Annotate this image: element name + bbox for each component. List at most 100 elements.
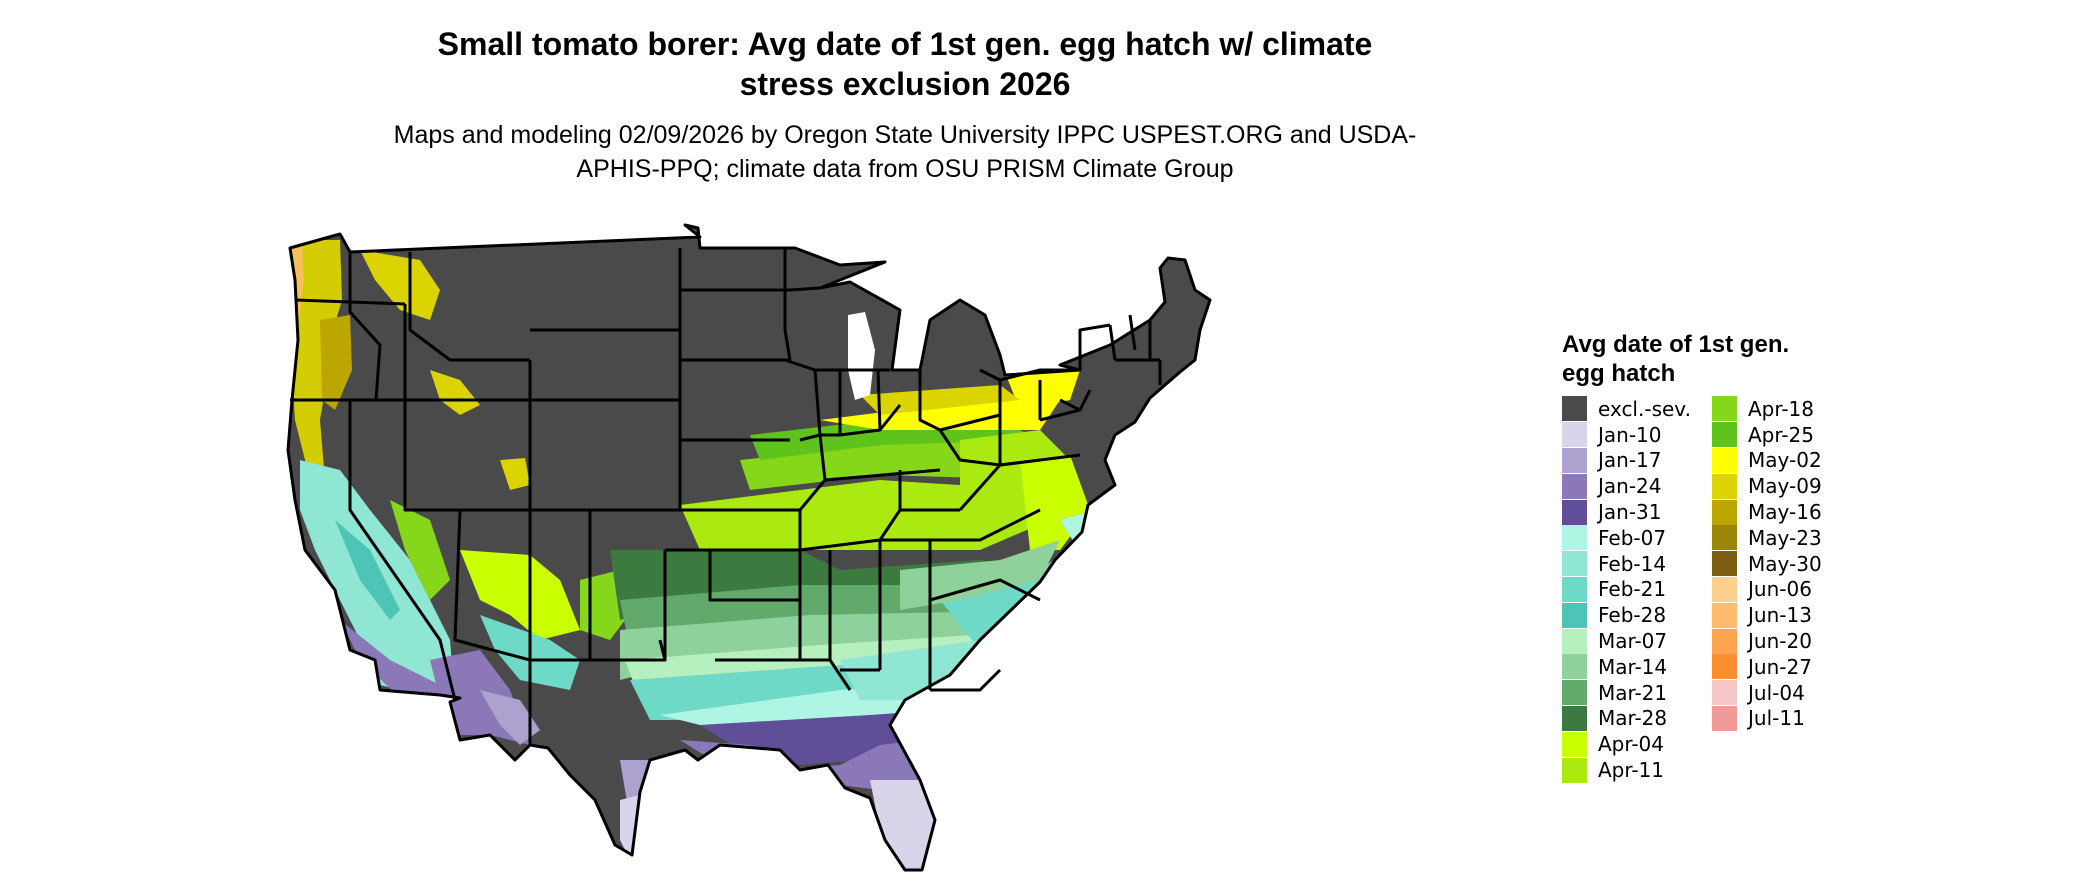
legend-label: May-09 xyxy=(1748,474,1822,499)
band-utah-yellow xyxy=(500,458,530,490)
legend-label: Jun-20 xyxy=(1748,629,1812,654)
legend-item: Jun-13 xyxy=(1712,602,1862,628)
legend-item: May-09 xyxy=(1712,473,1862,499)
legend-column-2: Apr-18 Apr-25 May-02 May-09 May-16 May-23 May-… xyxy=(1712,396,1862,783)
legend-item: Jul-04 xyxy=(1712,680,1862,706)
legend-label: Jun-06 xyxy=(1748,577,1812,602)
legend-item: Feb-21 xyxy=(1562,576,1712,603)
legend-label: Jun-13 xyxy=(1748,603,1812,628)
legend-item: Apr-18 xyxy=(1712,396,1862,422)
legend-item: Mar-07 xyxy=(1562,628,1712,654)
legend-swatch xyxy=(1562,551,1587,577)
legend-columns: excl.-sev. Jan-10 Jan-17 Jan-24 Jan-31 Feb-07… xyxy=(1562,396,1862,783)
legend-swatch xyxy=(1712,628,1737,654)
legend-swatch xyxy=(1562,396,1587,422)
legend-item: Mar-14 xyxy=(1562,654,1712,680)
legend-item: May-30 xyxy=(1712,551,1862,577)
legend-item: Jul-11 xyxy=(1712,705,1862,732)
us-map-svg xyxy=(286,223,1212,872)
great-lake-huron xyxy=(894,328,920,370)
legend-label: Apr-25 xyxy=(1748,422,1814,447)
legend-item: Jun-06 xyxy=(1712,576,1862,603)
legend-swatch xyxy=(1712,396,1737,422)
band-sw-lavender xyxy=(480,690,540,745)
legend-item: Apr-11 xyxy=(1562,757,1712,783)
legend-column-1: excl.-sev. Jan-10 Jan-17 Jan-24 Jan-31 Feb-07… xyxy=(1562,396,1712,783)
legend-label: Feb-14 xyxy=(1598,551,1667,576)
band-oregon-valley-yellow xyxy=(320,315,352,410)
legend-swatch xyxy=(1712,499,1737,525)
legend-item: Jun-20 xyxy=(1712,628,1862,654)
legend-item: Jan-24 xyxy=(1562,473,1712,499)
legend-item: Jan-17 xyxy=(1562,447,1712,474)
legend-swatch xyxy=(1562,422,1587,448)
legend-label: Apr-18 xyxy=(1748,396,1814,421)
legend-label: May-30 xyxy=(1748,551,1822,576)
legend-item: Mar-21 xyxy=(1562,680,1712,706)
legend-swatch xyxy=(1562,576,1587,602)
band-idaho-yellow xyxy=(430,370,480,415)
hatch-date-bands xyxy=(290,240,1110,870)
legend-title: Avg date of 1st gen. egg hatch xyxy=(1562,331,1790,387)
legend-label: Jan-24 xyxy=(1598,474,1662,499)
legend-swatch xyxy=(1712,602,1737,628)
legend-swatch xyxy=(1562,447,1587,473)
legend-swatch xyxy=(1562,731,1587,757)
legend-swatch xyxy=(1712,654,1737,680)
us-map xyxy=(280,220,1520,892)
legend-label: Feb-28 xyxy=(1598,603,1667,628)
state-boundaries xyxy=(286,223,1212,872)
legend-swatch xyxy=(1562,680,1587,706)
legend-item: Jun-27 xyxy=(1712,654,1862,680)
legend-item: Jan-10 xyxy=(1562,422,1712,448)
band-ohio-may09 xyxy=(860,385,1020,415)
legend-label: May-23 xyxy=(1748,525,1822,550)
legend-swatch xyxy=(1562,705,1587,731)
legend-swatch xyxy=(1712,447,1737,473)
legend-item: May-23 xyxy=(1712,525,1862,551)
legend-swatch xyxy=(1712,525,1737,551)
legend-label: May-02 xyxy=(1748,448,1822,473)
band-california-teal-dark xyxy=(335,520,400,620)
legend-swatch xyxy=(1562,499,1587,525)
legend-swatch xyxy=(1562,525,1587,551)
legend-label: Jul-04 xyxy=(1748,680,1805,705)
border-outline xyxy=(286,223,1212,872)
legend-item: excl.-sev. xyxy=(1562,396,1712,422)
map-title: Small tomato borer: Avg date of 1st gen.… xyxy=(437,26,1373,102)
legend-item: Mar-28 xyxy=(1562,705,1712,732)
map-subtitle: Maps and modeling 02/09/2026 by Oregon S… xyxy=(393,121,1417,183)
legend-swatch xyxy=(1562,757,1587,783)
legend-swatch xyxy=(1562,602,1587,628)
legend-label: Mar-07 xyxy=(1598,629,1668,654)
legend-label: Mar-14 xyxy=(1598,654,1668,679)
legend-swatch xyxy=(1712,705,1737,731)
legend-item: Feb-14 xyxy=(1562,551,1712,577)
legend-label: Mar-28 xyxy=(1598,706,1668,731)
legend-swatch xyxy=(1712,422,1737,448)
legend-label: Mar-21 xyxy=(1598,680,1668,705)
legend-swatch xyxy=(1562,628,1587,654)
legend-label: May-16 xyxy=(1748,500,1822,525)
legend-label: Feb-21 xyxy=(1598,577,1667,602)
legend-label: Apr-11 xyxy=(1598,758,1664,783)
legend-swatch xyxy=(1562,654,1587,680)
legend-swatch xyxy=(1712,551,1737,577)
legend-item: Jan-31 xyxy=(1562,499,1712,525)
legend-item: Feb-28 xyxy=(1562,602,1712,628)
legend-label: Jul-11 xyxy=(1748,706,1805,731)
legend-item: Apr-04 xyxy=(1562,731,1712,757)
legend-label: Jun-27 xyxy=(1748,654,1812,679)
band-arizona-yellow-green xyxy=(460,550,580,640)
legend-swatch xyxy=(1712,576,1737,602)
legend-label: excl.-sev. xyxy=(1598,396,1691,421)
title-block: Small tomato borer: Avg date of 1st gen.… xyxy=(300,24,1510,186)
band-appalachia-green xyxy=(960,430,1070,540)
legend-item: Apr-25 xyxy=(1712,422,1862,448)
legend-label: Apr-04 xyxy=(1598,732,1664,757)
band-florida-jan10 xyxy=(870,780,940,870)
legend-label: Jan-31 xyxy=(1598,500,1662,525)
great-lake-michigan xyxy=(848,312,875,400)
legend-swatch xyxy=(1712,473,1737,499)
band-nevada-green xyxy=(390,500,450,600)
